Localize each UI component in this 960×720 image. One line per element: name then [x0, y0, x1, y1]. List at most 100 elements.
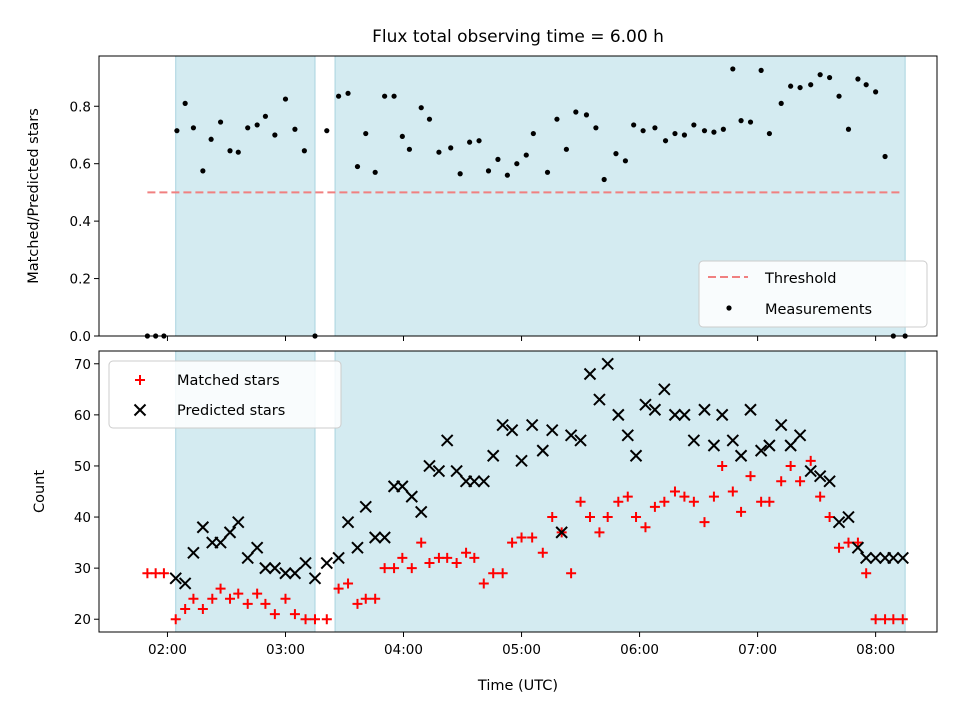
measurement-point	[345, 90, 351, 96]
legend-box	[108, 360, 342, 429]
top-axes-frame	[98, 55, 938, 337]
measurement-point	[182, 100, 188, 106]
matched-stars-marker	[180, 604, 191, 615]
matched-stars-marker	[406, 563, 417, 574]
predicted-stars-marker	[308, 572, 322, 585]
measurement-point	[836, 93, 842, 99]
measurement-point	[174, 128, 180, 134]
matched-stars-marker	[370, 593, 381, 604]
predicted-stars-marker	[214, 536, 227, 549]
predicted-stars-marker	[813, 469, 827, 483]
measurement-point	[845, 126, 852, 132]
matched-stars-marker	[649, 501, 660, 512]
predicted-stars-marker	[698, 403, 711, 416]
measurement-point	[711, 129, 717, 135]
predicted-stars-marker	[744, 403, 757, 416]
measurement-point	[426, 116, 433, 122]
predicted-stars-marker	[223, 526, 237, 539]
measurement-point	[573, 109, 579, 115]
measurement-point	[652, 125, 658, 131]
measurement-point	[457, 171, 463, 177]
matched-stars-marker	[309, 614, 320, 625]
predicted-stars-marker	[396, 480, 409, 493]
measurement-point	[747, 119, 754, 125]
matched-stars-marker	[416, 537, 427, 548]
measurement-point	[622, 158, 629, 164]
predicted-stars-marker	[601, 357, 614, 370]
matched-stars-marker	[225, 593, 236, 604]
predicted-stars-marker	[359, 500, 372, 514]
predicted-stars-marker	[351, 541, 364, 554]
matched-stars-marker	[461, 547, 472, 558]
matched-stars-marker	[170, 614, 181, 625]
predicted-stars-marker	[496, 418, 509, 432]
matched-stars-marker	[795, 476, 806, 487]
measurement-point	[701, 128, 708, 134]
matched-stars-marker	[631, 512, 642, 523]
bottom-axes-frame	[98, 350, 938, 633]
matched-stars-marker	[215, 583, 226, 594]
measurement-point	[217, 119, 224, 125]
predicted-stars-marker	[378, 531, 391, 544]
matched-stars-marker	[764, 496, 775, 507]
matched-stars-marker	[785, 460, 796, 471]
matched-stars-marker	[776, 476, 787, 487]
measurement-point	[855, 76, 861, 82]
predicted-stars-marker	[564, 429, 578, 442]
predicted-stars-marker	[629, 449, 643, 462]
predicted-stars-marker	[187, 546, 200, 560]
measurement-point	[363, 130, 369, 137]
measurement-point	[882, 153, 888, 160]
measurement-point	[601, 176, 607, 183]
measurement-point	[200, 168, 206, 174]
measurement-point	[354, 163, 361, 170]
measurement-point	[613, 151, 619, 157]
predicted-stars-marker	[332, 551, 345, 565]
matched-stars-marker	[188, 593, 199, 604]
predicted-stars-marker	[734, 449, 748, 462]
matched-stars-marker	[478, 578, 489, 589]
matched-stars-marker	[197, 604, 208, 615]
measurement-point	[391, 93, 397, 99]
measurement-point	[583, 112, 590, 118]
matched-stars-marker	[679, 491, 690, 502]
predicted-stars-marker	[477, 475, 490, 488]
y-tick-label: 70	[74, 357, 91, 373]
legend-measurements-label: Measurements	[765, 302, 872, 318]
matched-stars-marker	[640, 522, 651, 533]
x-tick-label: 05:00	[502, 642, 541, 658]
matched-stars-marker	[594, 527, 605, 538]
x-tick-label: 07:00	[738, 642, 777, 658]
measurement-point	[631, 122, 637, 128]
measurement-point	[826, 74, 833, 81]
predicted-stars-marker	[487, 449, 500, 462]
legend-threshold-label: Threshold	[764, 271, 836, 287]
matched-stars-marker	[575, 496, 586, 507]
measurement-point	[448, 145, 454, 151]
predicted-stars-marker	[593, 393, 606, 406]
matched-stars-marker	[424, 558, 435, 569]
predicted-stars-marker	[505, 423, 519, 437]
matched-stars-marker	[861, 568, 872, 579]
matched-stars-marker	[745, 471, 756, 482]
measurement-point	[372, 169, 378, 175]
y-tick-label: 0.0	[70, 329, 91, 345]
count-series	[142, 357, 909, 625]
measurement-point	[808, 82, 814, 88]
measurement-point	[788, 83, 794, 89]
shaded-interval	[175, 55, 316, 337]
bottom-y-axis-label: Count	[32, 470, 48, 513]
x-tick-label: 08:00	[856, 642, 895, 658]
measurement-point	[504, 172, 510, 178]
matched-stars-marker	[497, 568, 508, 579]
matched-stars-marker	[622, 491, 633, 502]
measurement-point	[301, 148, 307, 154]
predicted-stars-marker	[169, 572, 182, 585]
matched-stars-marker	[708, 491, 719, 502]
chart-title: Flux total observing time = 6.00 h	[372, 27, 664, 47]
matched-stars-marker	[488, 568, 499, 579]
predicted-stars-marker	[259, 561, 272, 575]
top-legend: Threshold Measurements	[698, 260, 928, 328]
predicted-stars-marker	[583, 367, 597, 381]
predicted-stars-marker	[804, 464, 817, 478]
